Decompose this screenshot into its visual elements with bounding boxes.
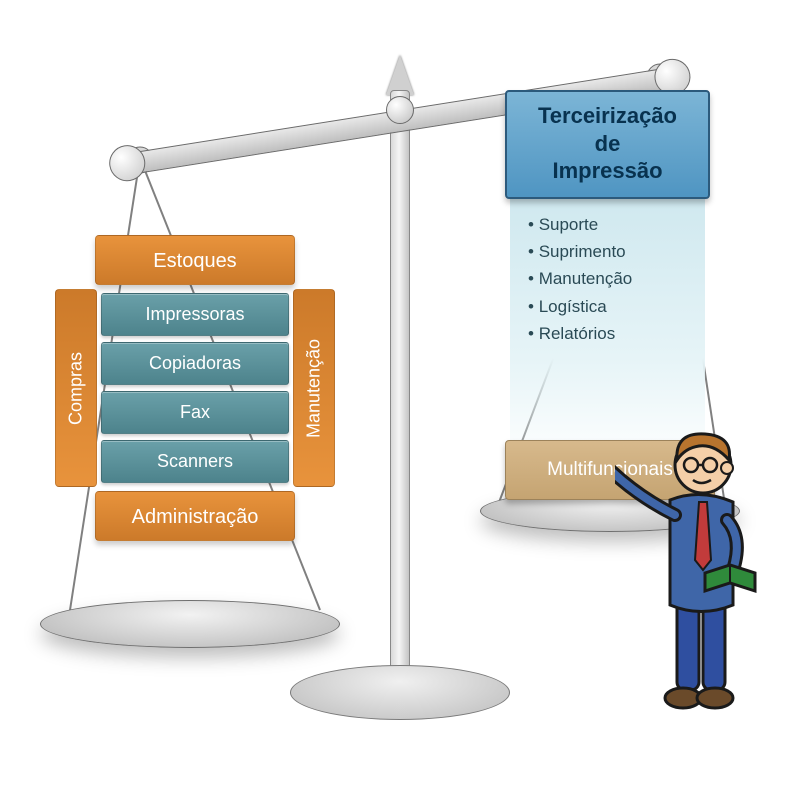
scale-pole xyxy=(390,90,410,680)
left-item-3: Scanners xyxy=(101,440,289,483)
left-bottom-block: Administração xyxy=(95,491,295,541)
right-title-line-2: Impressão xyxy=(515,157,700,185)
left-side-manutencao: Manutenção xyxy=(293,289,335,487)
right-bullet-1: Suprimento xyxy=(528,238,691,265)
right-bullet-3: Logística xyxy=(528,293,691,320)
left-pan xyxy=(40,600,340,648)
balance-scale-diagram: Estoques Compras Impressoras Copiadoras … xyxy=(0,0,800,800)
left-item-0: Impressoras xyxy=(101,293,289,336)
left-item-1: Copiadoras xyxy=(101,342,289,385)
right-title-line-1: de xyxy=(515,130,700,158)
scale-pivot xyxy=(386,96,414,124)
right-bullet-0: Suporte xyxy=(528,211,691,238)
right-title-line-0: Terceirização xyxy=(515,102,700,130)
left-items: Impressoras Copiadoras Fax Scanners xyxy=(97,289,293,487)
left-stack: Estoques Compras Impressoras Copiadoras … xyxy=(55,235,335,541)
left-item-2: Fax xyxy=(101,391,289,434)
right-title-box: Terceirização de Impressão xyxy=(505,90,710,199)
left-side-compras: Compras xyxy=(55,289,97,487)
pole-tip xyxy=(386,55,414,95)
presenter-person-icon xyxy=(615,410,775,730)
right-bullet-4: Relatórios xyxy=(528,320,691,347)
scale-base xyxy=(290,665,510,720)
right-bullet-2: Manutenção xyxy=(528,265,691,292)
left-top-block: Estoques xyxy=(95,235,295,285)
